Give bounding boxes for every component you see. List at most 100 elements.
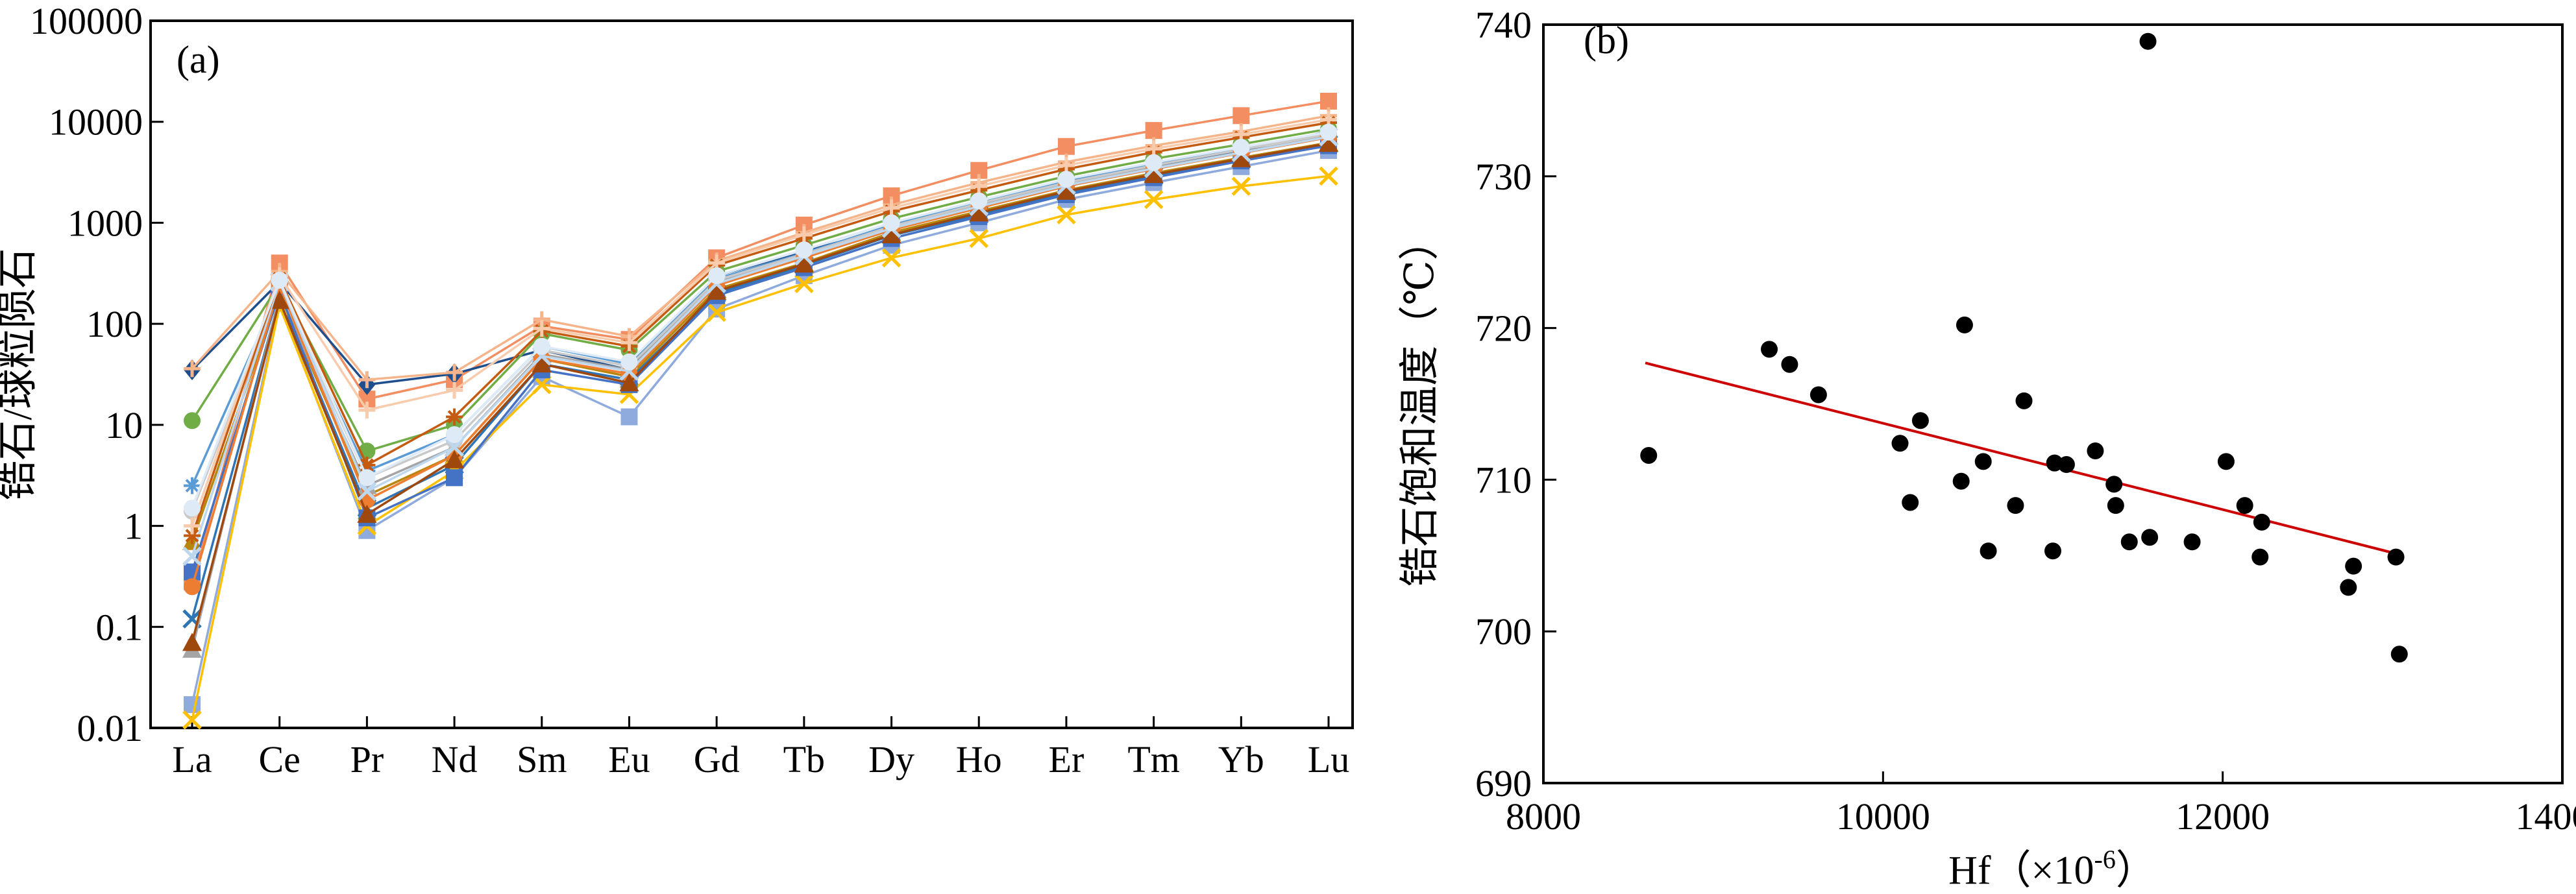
panel-b-data-point xyxy=(2087,442,2104,459)
panel-a-data-point xyxy=(969,228,988,248)
panel-a-ree-pattern: (a) 0.01 0.1 1 10 100 1000 10000 100000 La Ce Pr N… xyxy=(0,0,1354,780)
panel-a-data-point xyxy=(269,291,289,309)
panel-a-data-point xyxy=(1145,154,1162,171)
panel-a-data-point xyxy=(446,408,463,426)
panel-b-data-point xyxy=(2057,456,2075,474)
panel-a-x-tick-label: Lu xyxy=(1308,738,1349,780)
panel-a-data-point xyxy=(445,450,465,468)
panel-b-data-point xyxy=(2007,497,2024,514)
panel-a-data-point xyxy=(881,248,902,268)
panel-b-data-point xyxy=(2251,548,2269,566)
panel-b-trend-line xyxy=(1645,361,2398,555)
panel-a-data-point xyxy=(532,354,552,373)
panel-b-data-point xyxy=(1891,435,1909,452)
panel-b-x-tick-label: 8000 xyxy=(1506,795,1581,838)
panel-a-label: (a) xyxy=(177,38,220,81)
panel-a-y-axis-label: 锆石/球粒陨石 xyxy=(0,248,40,500)
panel-a-x-tick-label: Ho xyxy=(956,738,1002,780)
panel-a-data-point xyxy=(1056,181,1076,200)
panel-a-series-18 xyxy=(184,123,1337,517)
panel-a-data-point xyxy=(883,214,900,232)
panel-a-data-point xyxy=(707,302,726,322)
panel-a-data-point xyxy=(883,199,900,217)
panel-b-y-tick-label: 740 xyxy=(1475,4,1532,46)
panel-a-series-line xyxy=(191,136,1329,557)
panel-b-plot-frame xyxy=(1542,23,2564,784)
panel-b-data-point xyxy=(1952,472,1970,490)
panel-a-data-point xyxy=(184,527,201,544)
panel-a-y-ticks: 0.01 0.1 1 10 100 1000 10000 100000 xyxy=(30,0,164,749)
panel-a-data-point xyxy=(271,271,288,289)
panel-a-data-point xyxy=(184,578,201,596)
panel-b-x-axis-label-sup: -6 xyxy=(2094,845,2116,874)
panel-a-series-line xyxy=(191,142,1329,643)
panel-a-data-point xyxy=(620,353,638,370)
panel-a-y-tick-label: 0.1 xyxy=(96,606,143,648)
panel-b-data-point xyxy=(1640,446,1658,464)
panel-a-data-point xyxy=(1319,166,1338,186)
panel-a-data-point xyxy=(445,437,464,457)
panel-a-x-tick-label: Sm xyxy=(517,738,567,780)
panel-a-data-point xyxy=(1144,189,1164,210)
panel-a-data-point xyxy=(358,402,376,419)
panel-a-data-point xyxy=(184,517,201,535)
panel-a-x-tick-label: Nd xyxy=(432,738,478,780)
panel-b-trend-group xyxy=(1645,361,2398,555)
panel-b-x-axis-label-main: Hf（×10 xyxy=(1948,849,2094,893)
panel-a-data-point xyxy=(184,696,201,714)
panel-a-data-point xyxy=(620,334,638,352)
panel-a-data-point xyxy=(708,267,726,284)
panel-b-data-point xyxy=(2253,513,2270,531)
panel-a-data-point xyxy=(970,178,988,195)
panel-a-series-12 xyxy=(184,137,1337,581)
panel-a-series xyxy=(182,92,1338,730)
panel-b-temperature-scatter: (b) 690 700 710 720 730 740 8000 10000 12000 140… xyxy=(1398,4,2576,893)
panel-b-data-point xyxy=(1911,412,1929,429)
panel-b-x-tick-label: 10000 xyxy=(1836,795,1930,838)
panel-a-series-line xyxy=(191,175,1329,721)
panel-a-data-point xyxy=(533,337,550,355)
panel-a-series-line xyxy=(191,100,1329,583)
panel-b-data-point xyxy=(1761,341,1778,358)
panel-b-y-tick-label: 720 xyxy=(1475,308,1532,350)
panel-b-y-tick-label: 730 xyxy=(1475,156,1532,198)
panel-a-data-point xyxy=(1144,165,1164,184)
panel-b-data-point xyxy=(2044,542,2061,560)
panel-a-data-point xyxy=(1319,134,1338,152)
panel-a-series-8 xyxy=(184,141,1337,714)
panel-b-data-point xyxy=(1974,453,1992,470)
panel-a-data-point xyxy=(184,412,201,429)
panel-a-x-tick-label: Dy xyxy=(868,738,914,780)
panel-a-series-line xyxy=(191,114,1329,381)
panel-a-series-line xyxy=(191,127,1329,453)
panel-a-data-point xyxy=(357,481,377,501)
panel-a-data-point xyxy=(619,373,639,392)
panel-b-y-ticks: 690 700 710 720 730 740 xyxy=(1475,4,1556,804)
panel-a-y-tick-label: 10000 xyxy=(49,101,143,143)
panel-a-y-tick-label: 100 xyxy=(86,303,143,345)
panel-a-x-tick-label: Ce xyxy=(258,738,300,780)
panel-b-data-point xyxy=(1980,542,1997,560)
panel-a-data-point xyxy=(620,408,638,426)
panel-a-x-tick-label: Eu xyxy=(608,738,650,780)
panel-b-x-tick-label: 12000 xyxy=(2176,795,2270,838)
panel-b-data-point xyxy=(1809,386,1827,404)
panel-b-data-point xyxy=(2139,32,2157,50)
panel-a-data-point xyxy=(358,371,376,389)
panel-a-x-tick-label: Tm xyxy=(1127,738,1180,780)
panel-a-x-tick-label: Gd xyxy=(694,738,740,780)
panel-a-data-point xyxy=(358,456,376,474)
panel-a-data-point xyxy=(184,360,201,378)
panel-a-series-14 xyxy=(182,134,1338,651)
panel-a-x-tick-label: Tb xyxy=(783,738,825,780)
panel-a-y-tick-label: 1 xyxy=(124,505,143,548)
panel-a-data-point xyxy=(184,500,201,517)
panel-b-data-point xyxy=(2387,548,2405,566)
panel-b-data-point xyxy=(2105,476,2123,493)
panel-a-data-point xyxy=(1320,92,1337,110)
panel-a-data-point xyxy=(357,504,377,523)
panel-a-data-point xyxy=(1233,107,1250,125)
panel-a-data-point xyxy=(446,469,463,487)
panel-a-data-point xyxy=(1231,176,1251,196)
